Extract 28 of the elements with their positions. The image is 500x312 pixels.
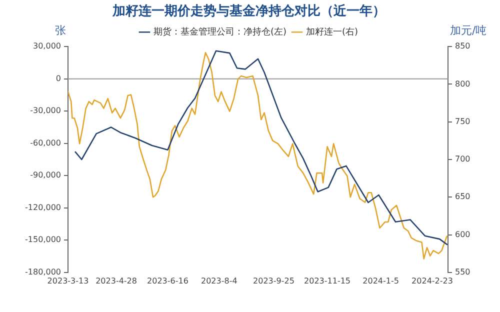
y2-axis-title: 加元/吨	[450, 24, 487, 37]
y-tick-label: -90,000	[30, 170, 61, 180]
y-tick-label: -60,000	[30, 138, 61, 148]
legend-label: 期货：基金管理公司：净持仓(左)	[153, 26, 287, 38]
x-tick-label: 2023-11-15	[304, 276, 351, 286]
x-tick-label: 2023-8-4	[201, 276, 238, 286]
y2-tick-label: 800	[455, 79, 470, 88]
chart-title: 加籽连一期价走势与基金净持仓对比（近一年）	[112, 3, 386, 20]
y2-tick-label: 750	[455, 116, 470, 126]
x-tick-label: 2023-9-25	[253, 276, 294, 286]
y-tick-label: -150,000	[25, 235, 61, 244]
x-tick-label: 2023-4-28	[96, 276, 137, 286]
x-tick-label: 2024-2-23	[412, 276, 453, 286]
x-tick-label: 2023-3-13	[47, 276, 89, 286]
y-tick-label: -30,000	[30, 106, 61, 116]
y2-tick-label: 600	[455, 230, 470, 239]
legend-label: 加籽连一(右)	[306, 26, 358, 38]
y-tick-label: 30,000	[33, 42, 61, 51]
x-tick-label: 2024-1-5	[362, 276, 399, 286]
y-tick-label: 0	[56, 74, 61, 83]
y2-tick-label: 550	[455, 267, 470, 276]
y2-tick-label: 700	[455, 154, 470, 164]
y-tick-label: -120,000	[25, 202, 61, 212]
y-tick-label: -180,000	[25, 267, 61, 276]
x-tick-label: 2023-6-16	[147, 276, 188, 286]
y-axis-title: 张	[55, 24, 66, 37]
y2-tick-label: 850	[455, 42, 470, 51]
y2-tick-label: 650	[455, 192, 470, 202]
